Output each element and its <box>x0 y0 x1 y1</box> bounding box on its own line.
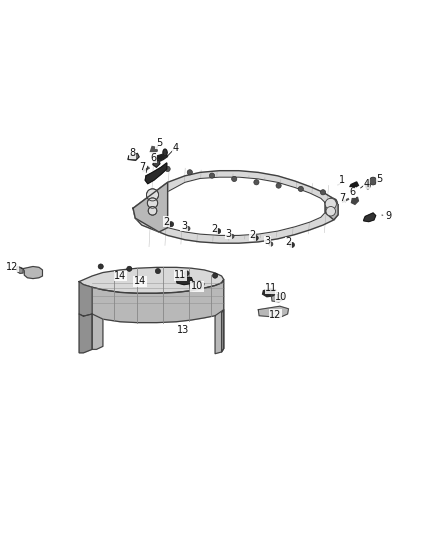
Circle shape <box>209 173 215 178</box>
Polygon shape <box>215 310 224 354</box>
Text: 7: 7 <box>139 162 146 172</box>
Polygon shape <box>364 213 376 222</box>
Circle shape <box>253 236 258 240</box>
Circle shape <box>276 183 281 188</box>
Circle shape <box>326 206 336 216</box>
Polygon shape <box>150 147 157 154</box>
Polygon shape <box>163 149 167 156</box>
Text: 6: 6 <box>349 187 355 197</box>
Polygon shape <box>258 306 289 318</box>
Polygon shape <box>153 160 160 167</box>
Circle shape <box>147 198 158 208</box>
Polygon shape <box>325 197 338 220</box>
Circle shape <box>290 243 294 247</box>
Circle shape <box>232 176 237 182</box>
Polygon shape <box>145 163 167 184</box>
Circle shape <box>184 271 189 276</box>
Text: 14: 14 <box>114 271 126 281</box>
Text: 2: 2 <box>164 216 170 227</box>
Polygon shape <box>17 266 23 273</box>
Text: 7: 7 <box>339 193 345 203</box>
Polygon shape <box>92 279 224 322</box>
Text: 12: 12 <box>269 310 282 320</box>
Circle shape <box>268 242 273 246</box>
Text: 4: 4 <box>363 179 369 189</box>
Text: 8: 8 <box>129 148 135 158</box>
Circle shape <box>127 266 132 271</box>
Circle shape <box>230 234 234 238</box>
Circle shape <box>98 264 103 269</box>
Text: 14: 14 <box>134 276 146 286</box>
Circle shape <box>254 180 259 185</box>
Circle shape <box>169 222 173 227</box>
Circle shape <box>298 187 304 191</box>
Text: 2: 2 <box>249 230 255 240</box>
Polygon shape <box>79 268 224 293</box>
Polygon shape <box>262 289 276 297</box>
Circle shape <box>212 273 218 278</box>
Text: 4: 4 <box>172 143 178 153</box>
Polygon shape <box>128 154 139 160</box>
Polygon shape <box>133 171 338 243</box>
Text: 5: 5 <box>156 139 162 149</box>
Polygon shape <box>222 310 224 352</box>
Text: 12: 12 <box>6 262 18 271</box>
Text: 3: 3 <box>181 221 187 231</box>
Text: 11: 11 <box>265 283 277 293</box>
Polygon shape <box>133 182 168 232</box>
Text: 6: 6 <box>151 153 157 163</box>
Text: 3: 3 <box>265 237 271 246</box>
Text: 2: 2 <box>211 223 217 233</box>
Polygon shape <box>350 182 358 188</box>
Text: 1: 1 <box>339 175 345 185</box>
Text: 10: 10 <box>276 292 288 302</box>
Polygon shape <box>79 281 92 316</box>
Circle shape <box>148 206 157 215</box>
Text: 10: 10 <box>191 281 203 292</box>
Polygon shape <box>189 281 204 290</box>
Circle shape <box>369 177 377 185</box>
Polygon shape <box>23 266 42 279</box>
Polygon shape <box>271 293 284 302</box>
Circle shape <box>155 269 160 273</box>
Text: 11: 11 <box>174 270 187 280</box>
Text: 9: 9 <box>385 211 392 221</box>
Circle shape <box>321 190 325 195</box>
Text: 5: 5 <box>376 174 382 184</box>
Polygon shape <box>366 182 370 189</box>
Text: 2: 2 <box>285 237 292 247</box>
Text: 13: 13 <box>177 325 189 335</box>
Polygon shape <box>159 177 325 236</box>
Circle shape <box>146 189 159 201</box>
Circle shape <box>187 169 192 175</box>
Polygon shape <box>155 154 168 162</box>
Circle shape <box>325 198 336 209</box>
Circle shape <box>186 227 190 231</box>
Polygon shape <box>176 277 193 285</box>
Polygon shape <box>79 314 92 353</box>
Polygon shape <box>351 197 358 204</box>
Circle shape <box>165 166 170 172</box>
Polygon shape <box>92 314 103 349</box>
Circle shape <box>215 229 221 233</box>
Text: 3: 3 <box>225 229 231 239</box>
